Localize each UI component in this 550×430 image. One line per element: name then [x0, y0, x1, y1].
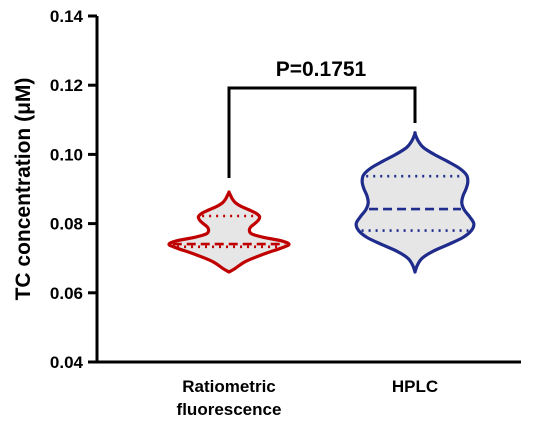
axes [95, 16, 521, 364]
x-tick-label: Ratiometric [182, 377, 276, 396]
significance-annotation: P=0.1751 [227, 58, 417, 178]
y-tick-label: 0.12 [50, 76, 83, 95]
violin-body [167, 190, 291, 274]
violins [167, 131, 476, 274]
x-tick-label: HPLC [392, 377, 438, 396]
violin-body [354, 131, 476, 274]
y-tick-label: 0.08 [50, 215, 83, 234]
x-tick-labels: Ratiometric fluorescence HPLC [177, 377, 439, 419]
y-tick-label: 0.06 [50, 284, 83, 303]
x-tick-label: fluorescence [177, 400, 282, 419]
y-ticks: 0.04 0.06 0.08 0.10 0.12 0.14 [50, 7, 97, 372]
violin-hplc [354, 131, 476, 274]
p-value-label: P=0.1751 [276, 58, 367, 81]
y-axis-title: TC concentration (μM) [12, 78, 35, 301]
significance-bracket [227, 86, 417, 178]
y-tick-label: 0.10 [50, 145, 83, 164]
y-tick-label: 0.04 [50, 353, 84, 372]
y-tick-label: 0.14 [50, 7, 84, 26]
violin-ratiometric-fluorescence [167, 190, 291, 274]
